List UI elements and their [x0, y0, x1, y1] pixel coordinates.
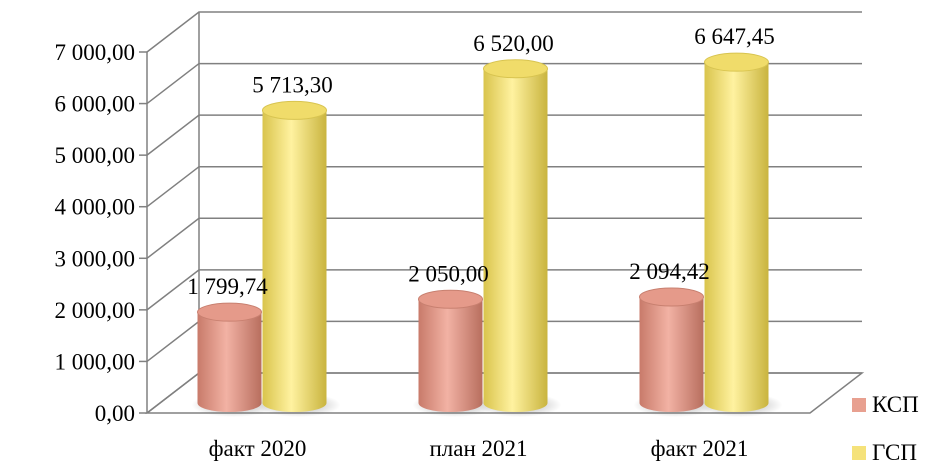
legend: КСП ГСП: [852, 392, 919, 465]
y-tick-label: 5 000,00: [55, 143, 136, 168]
bar-ГСП-1: [477, 59, 562, 417]
x-tick-label: план 2021: [429, 436, 527, 461]
bar-ГСП-2: [698, 52, 783, 417]
legend-label-КСП: КСП: [872, 392, 919, 417]
gridline: [146, 62, 862, 105]
y-tick-label: 0,00: [95, 401, 135, 426]
gridline: [146, 11, 862, 53]
y-tick-label: 7 000,00: [55, 40, 136, 65]
gridline: [146, 269, 862, 311]
y-axis-tick-labels: 0,00 1 000,00 2 000,00 3 000,00 4 000,00 5 00…: [55, 40, 136, 426]
gridline: [146, 165, 862, 208]
data-label-КСП-1: 2 050,00: [408, 261, 489, 286]
data-label-КСП-2: 2 094,42: [629, 259, 710, 284]
legend-swatch-КСП: [852, 398, 866, 412]
bar-КСП-1: [412, 289, 497, 417]
bars: [191, 52, 783, 417]
data-label-ГСП-2: 6 647,45: [694, 24, 775, 49]
bar-КСП-0: [191, 302, 276, 417]
data-label-КСП-0: 1 799,74: [187, 274, 268, 299]
legend-swatch-ГСП: [852, 446, 866, 460]
bar-ГСП-0: [256, 100, 341, 417]
data-label-ГСП-0: 5 713,30: [252, 72, 333, 97]
gridline: [146, 217, 862, 259]
gridline: [146, 114, 862, 156]
legend-label-ГСП: ГСП: [872, 440, 917, 465]
y-tick-label: 2 000,00: [55, 298, 136, 323]
bar-КСП-2: [633, 287, 718, 417]
y-tick-label: 6 000,00: [55, 92, 136, 117]
x-axis-tick-labels: факт 2020 план 2021 факт 2021: [209, 436, 749, 461]
y-tick-label: 1 000,00: [55, 349, 136, 374]
x-tick-label: факт 2021: [651, 436, 749, 461]
y-tick-label: 4 000,00: [55, 195, 136, 220]
data-labels: 1 799,74 5 713,30 2 050,00 6 520,00 2 094,42…: [187, 24, 775, 299]
data-label-ГСП-1: 6 520,00: [473, 31, 554, 56]
y-tick-label: 3 000,00: [55, 246, 136, 271]
x-tick-label: факт 2020: [209, 436, 307, 461]
